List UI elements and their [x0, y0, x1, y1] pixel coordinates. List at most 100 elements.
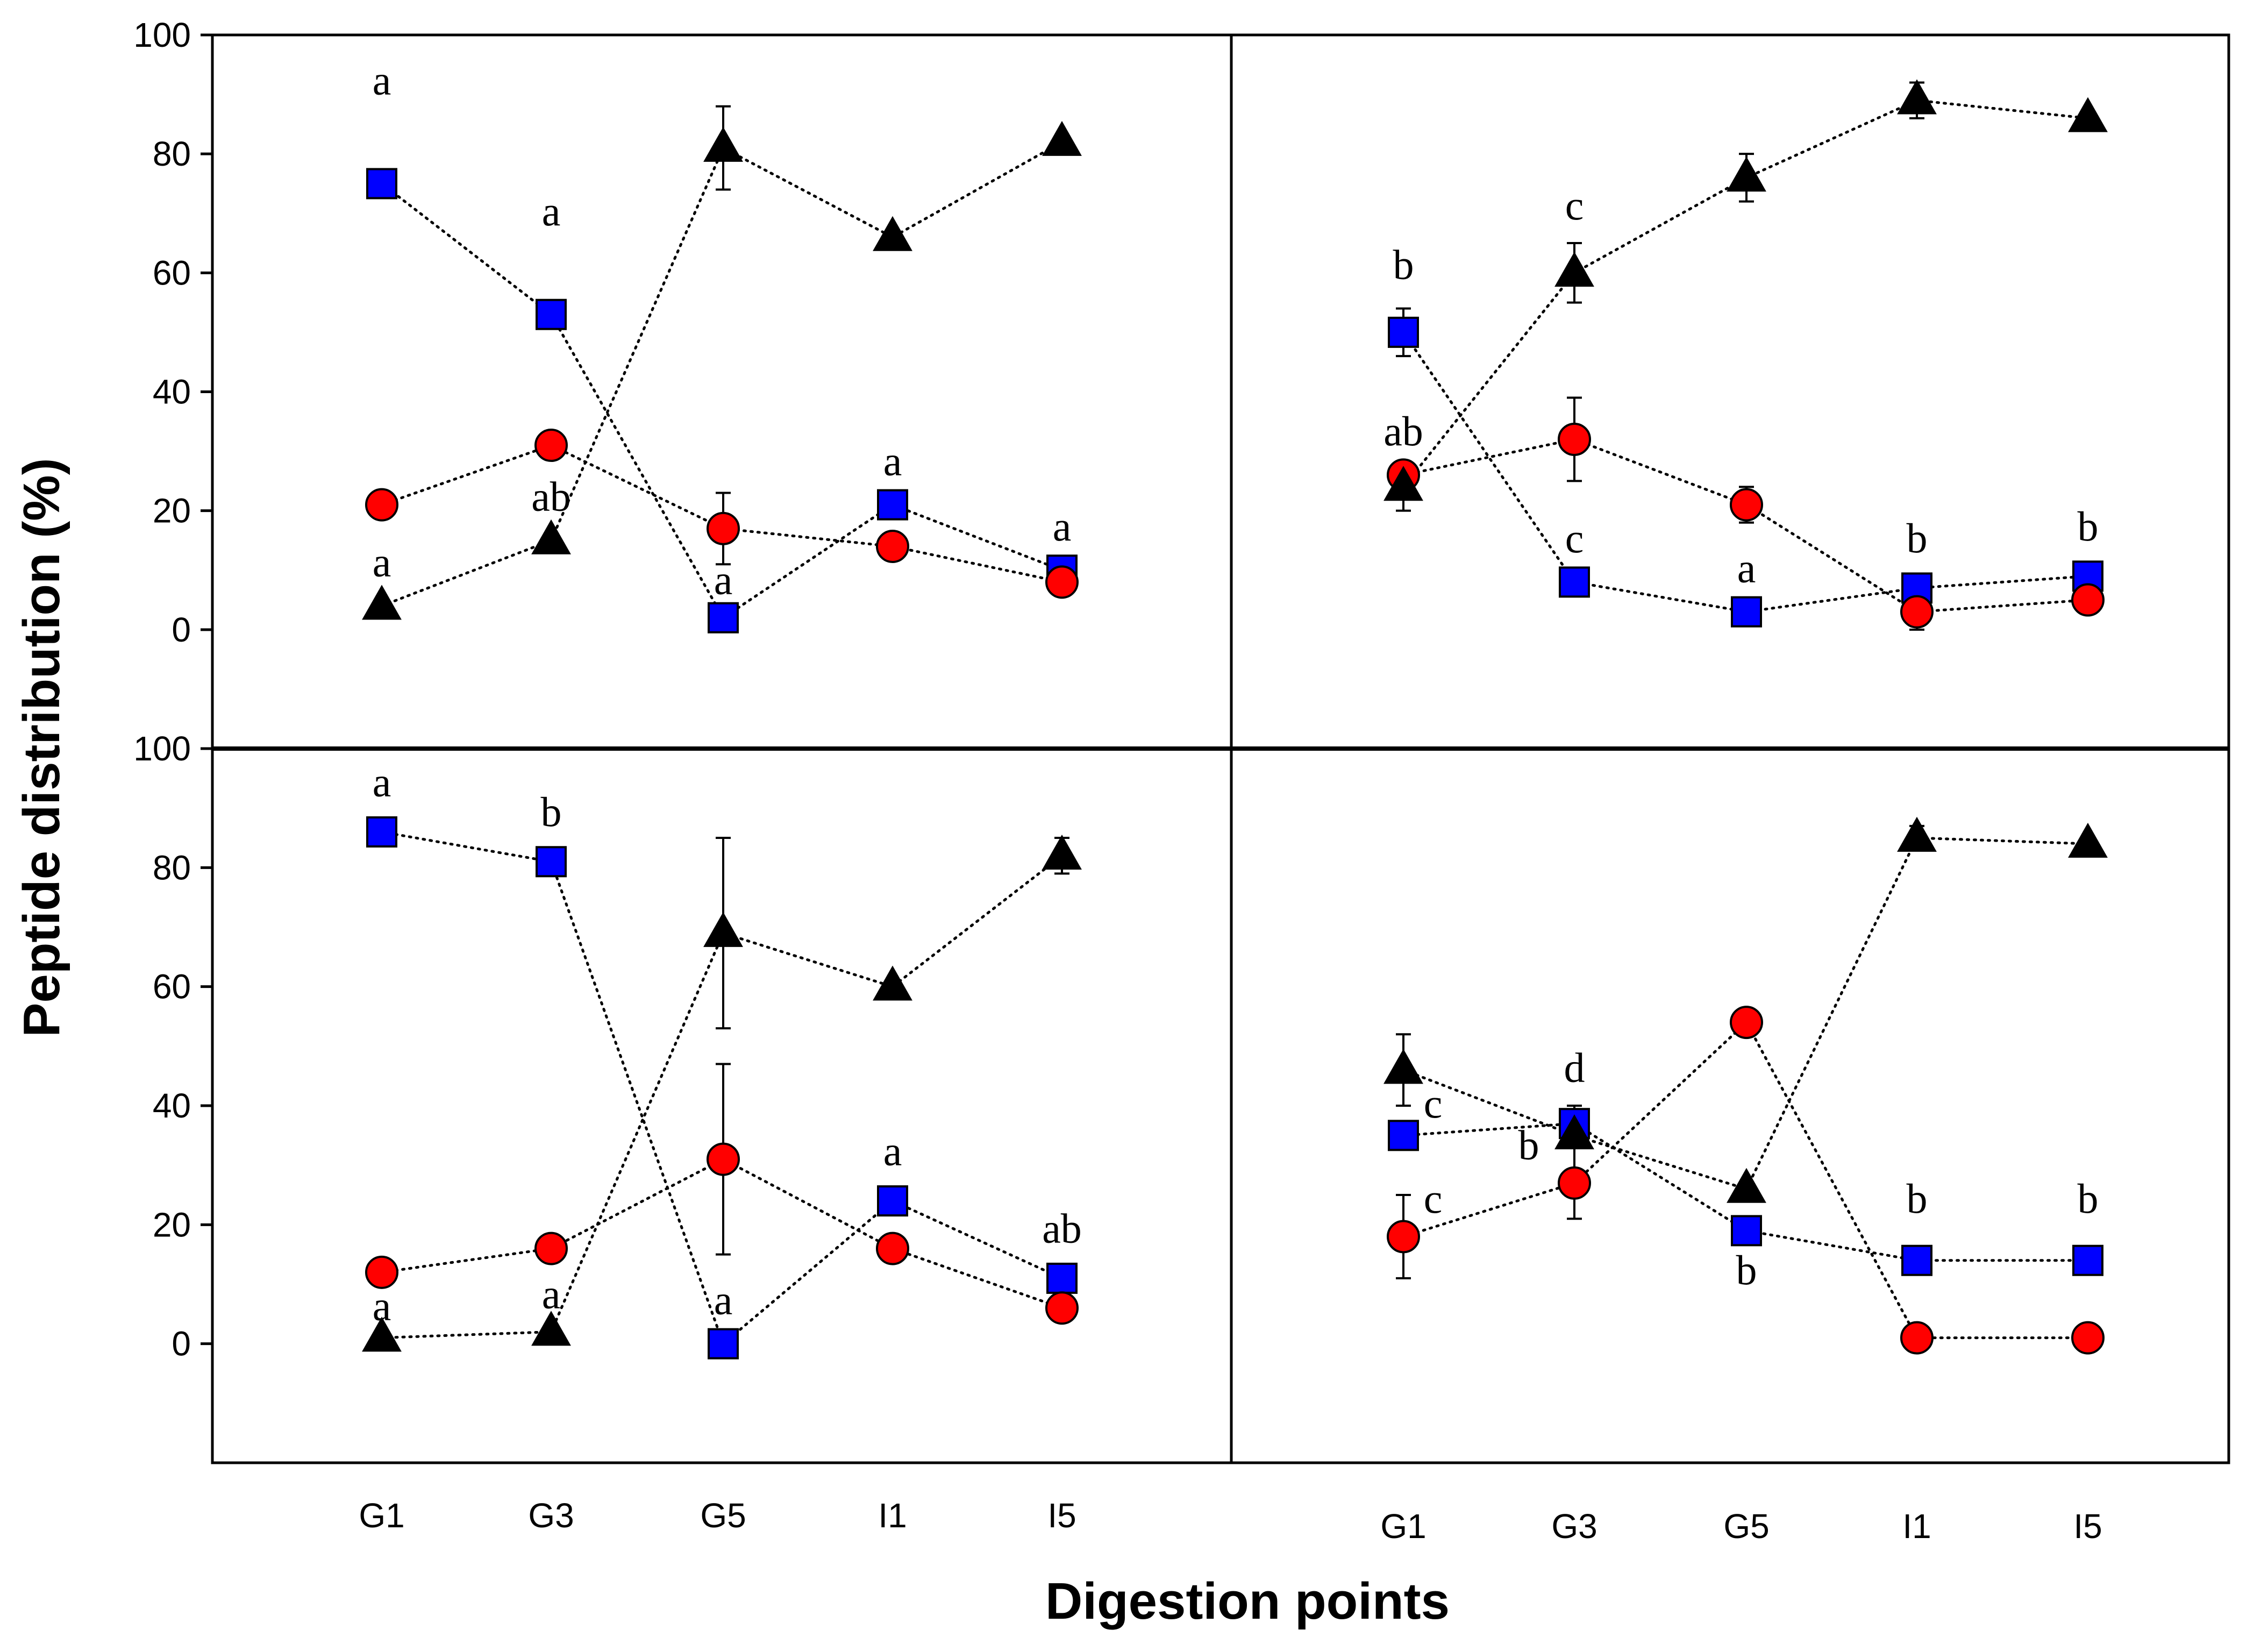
x-tick-label: G1	[1380, 1507, 1426, 1546]
y-tick-label: 0	[172, 1325, 191, 1363]
data-point-square	[1731, 596, 1762, 628]
y-tick-label: 40	[153, 1086, 191, 1125]
significance-label: c	[1424, 1175, 1443, 1222]
data-point-square	[708, 1328, 739, 1360]
data-point-square	[1388, 316, 1419, 348]
y-tick-label: 100	[133, 16, 191, 54]
y-tick-label: 20	[153, 1205, 191, 1244]
data-point-circle	[1900, 1321, 1934, 1355]
significance-label: a	[883, 1128, 902, 1175]
data-point-square	[366, 168, 397, 200]
data-point-square	[366, 816, 397, 848]
data-point-triangle	[1727, 156, 1766, 192]
series-line-blue-square	[380, 182, 1064, 620]
data-point-circle	[1387, 1220, 1420, 1254]
data-point-triangle	[873, 216, 912, 251]
data-point-circle	[1045, 1291, 1079, 1325]
y-tick-label: 20	[153, 492, 191, 530]
significance-label: ab	[1042, 1205, 1082, 1252]
series-line-blue-square	[1402, 1122, 2089, 1262]
data-point-circle	[876, 530, 909, 564]
data-point-square	[1731, 1215, 1762, 1247]
data-point-triangle	[1554, 1114, 1594, 1150]
significance-label: a	[1053, 503, 1072, 550]
x-tick-label: I5	[2073, 1507, 2102, 1546]
significance-label: a	[373, 57, 391, 104]
data-point-square	[1901, 1244, 1932, 1276]
data-point-circle	[1045, 565, 1079, 599]
significance-label: ab	[531, 473, 571, 520]
significance-label: a	[1737, 544, 1756, 591]
data-point-circle	[876, 1232, 909, 1265]
significance-label: a	[542, 1270, 561, 1317]
data-point-circle	[1730, 488, 1763, 522]
significance-label: d	[1564, 1044, 1585, 1091]
data-point-triangle	[531, 1311, 571, 1346]
significance-label: c	[1565, 515, 1584, 561]
data-point-triangle	[1727, 1168, 1766, 1203]
data-point-square	[877, 489, 908, 521]
significance-label: a	[373, 538, 391, 585]
data-point-triangle	[703, 912, 743, 947]
data-point-triangle	[2068, 97, 2108, 132]
y-axis-title: Peptide distribution (%)	[13, 458, 70, 1037]
data-point-circle	[2071, 1321, 2105, 1355]
data-point-triangle	[873, 965, 912, 1001]
y-tick-label: 0	[172, 610, 191, 649]
data-point-circle	[2071, 583, 2105, 617]
data-point-triangle	[703, 126, 743, 162]
data-point-triangle	[1897, 816, 1937, 852]
data-point-square	[536, 846, 567, 878]
y-tick-label: 40	[153, 373, 191, 411]
data-point-triangle	[1042, 834, 1082, 870]
data-point-circle	[1558, 422, 1591, 456]
x-tick-label: I1	[1902, 1507, 1931, 1546]
data-point-square	[1046, 1262, 1078, 1294]
x-tick-label: G5	[700, 1496, 746, 1535]
significance-label: b	[2078, 1175, 2099, 1222]
y-tick-label: 60	[153, 967, 191, 1006]
data-point-square	[536, 298, 567, 330]
data-point-circle	[534, 1232, 568, 1265]
x-tick-label: G5	[1723, 1507, 1769, 1546]
data-point-triangle	[1383, 1049, 1423, 1084]
y-tick-label: 100	[133, 729, 191, 768]
y-tick-label: 60	[153, 253, 191, 292]
data-point-square	[708, 602, 739, 634]
data-point-circle	[1558, 1166, 1591, 1200]
significance-label: b	[1393, 241, 1414, 288]
x-axis-title: Digestion points	[1045, 1572, 1450, 1630]
data-point-circle	[707, 511, 740, 545]
data-point-triangle	[2068, 822, 2108, 858]
data-point-triangle	[1897, 79, 1937, 115]
significance-label: a	[542, 188, 561, 234]
x-tick-label: I5	[1047, 1496, 1076, 1535]
data-point-circle	[1900, 595, 1934, 629]
y-tick-label: 80	[153, 134, 191, 173]
data-point-triangle	[1383, 466, 1423, 501]
data-point-square	[1388, 1120, 1419, 1151]
significance-label: a	[373, 1282, 391, 1329]
significance-label: b	[1907, 515, 1928, 561]
significance-label: b	[1907, 1175, 1928, 1222]
significance-label: b	[1736, 1247, 1757, 1293]
data-point-square	[1559, 566, 1590, 598]
data-point-triangle	[362, 585, 402, 620]
x-tick-label: G3	[1551, 1507, 1597, 1546]
significance-label: a	[714, 556, 733, 603]
y-tick-label: 80	[153, 848, 191, 887]
data-point-circle	[365, 1255, 398, 1289]
data-point-circle	[365, 488, 398, 522]
data-point-triangle	[362, 1316, 402, 1352]
data-point-triangle	[1042, 120, 1082, 156]
x-tick-label: G1	[359, 1496, 404, 1535]
significance-label: a	[373, 759, 391, 806]
data-point-circle	[534, 429, 568, 462]
data-point-triangle	[531, 519, 571, 554]
significance-label: a	[883, 437, 902, 484]
